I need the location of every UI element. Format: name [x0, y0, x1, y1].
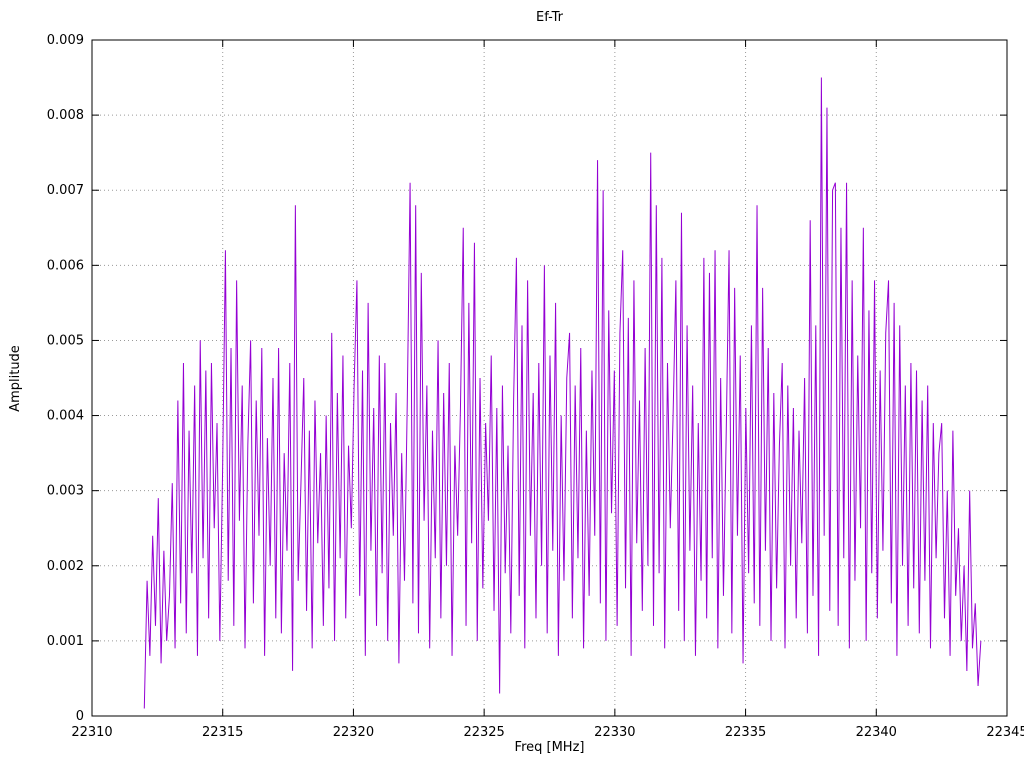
x-tick-label: 22335: [725, 725, 766, 740]
plot-border: [91, 39, 1008, 717]
y-tick-label: 0.003: [47, 484, 84, 499]
x-tick-label: 22320: [333, 725, 374, 740]
x-tick-label: 22340: [856, 725, 897, 740]
chart-title: Ef-Tr: [536, 10, 563, 25]
y-tick-label: 0.002: [47, 559, 84, 574]
spectrum-line: [143, 77, 982, 709]
y-axis-label-wrap: Amplitude: [0, 40, 30, 716]
x-tick-label: 22330: [594, 725, 635, 740]
x-tick-label: 22310: [71, 725, 112, 740]
y-tick-label: 0.008: [47, 108, 84, 123]
x-tick-label: 22315: [202, 725, 243, 740]
y-tick-label: 0.004: [47, 409, 84, 424]
x-tick-label: 22345: [986, 725, 1024, 740]
y-tick-label: 0.006: [47, 258, 84, 273]
y-tick-label: 0.009: [47, 33, 84, 48]
y-axis-label: Amplitude: [7, 344, 23, 412]
x-tick-label: 22325: [463, 725, 504, 740]
y-tick-label: 0.001: [47, 634, 84, 649]
y-tick-label: 0.005: [47, 333, 84, 348]
x-axis-label: Freq [MHz]: [514, 740, 585, 755]
y-tick-label: 0.007: [47, 183, 84, 198]
y-tick-label: 0: [76, 709, 84, 724]
